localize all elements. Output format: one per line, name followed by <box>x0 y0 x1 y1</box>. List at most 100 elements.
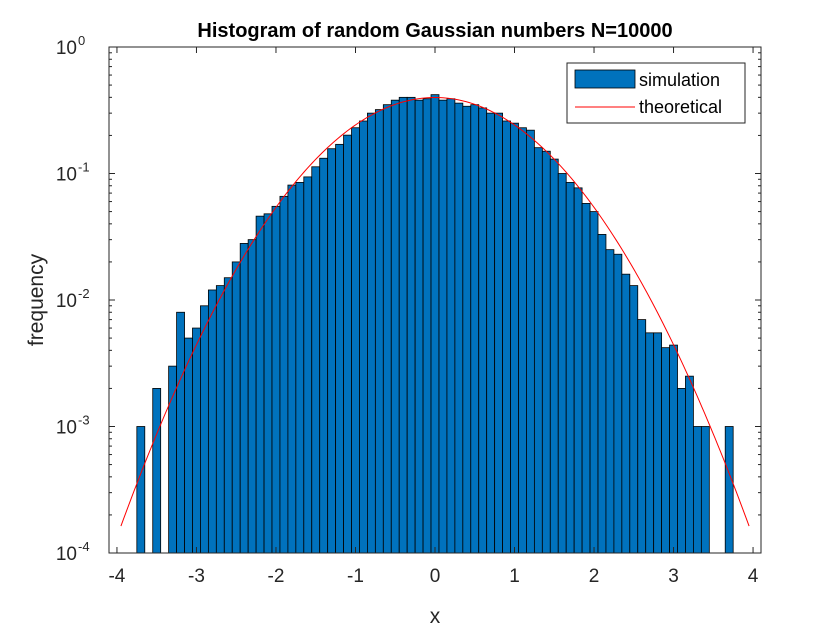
histogram-bar <box>359 120 368 554</box>
histogram-bar <box>422 98 432 554</box>
histogram-bar <box>247 239 257 554</box>
histogram-bar <box>669 344 678 554</box>
y-axis-label: frequency <box>25 253 48 346</box>
histogram-bar <box>645 332 655 554</box>
histogram-bar <box>263 213 273 554</box>
y-tick-label: 10 <box>56 544 77 565</box>
x-tick-label: 4 <box>748 566 759 587</box>
histogram-bar <box>374 109 384 554</box>
y-tick-label: 10 <box>56 38 77 59</box>
histogram-bar <box>271 205 281 554</box>
y-tick-label-exponent: 0 <box>78 33 85 48</box>
histogram-bar <box>351 127 360 554</box>
histogram-bar <box>223 277 233 554</box>
histogram-bar <box>470 104 480 554</box>
x-tick-label: -2 <box>268 566 285 587</box>
histogram-bar <box>176 311 185 554</box>
histogram-bar <box>613 253 623 554</box>
y-tick-label: 10 <box>56 165 77 186</box>
histogram-bar <box>184 337 193 554</box>
histogram-bar <box>335 143 344 554</box>
histogram-bar <box>367 112 376 554</box>
histogram-bar <box>327 148 337 554</box>
x-tick-label: 3 <box>668 566 679 587</box>
histogram-bar <box>629 285 639 554</box>
histogram-bar <box>541 150 551 554</box>
histogram-bar <box>303 176 313 554</box>
histogram-bar <box>589 211 599 554</box>
chart-title: Histogram of random Gaussian numbers N=1… <box>197 20 672 42</box>
histogram-bar <box>136 426 146 554</box>
histogram-bar <box>637 319 647 554</box>
histogram-bar <box>478 107 488 554</box>
histogram-bar <box>406 96 416 554</box>
histogram-bar <box>239 243 249 554</box>
x-tick-label: 2 <box>589 566 600 587</box>
histogram-bar <box>533 147 543 554</box>
histogram-bar <box>502 120 511 554</box>
histogram-bar <box>215 285 225 554</box>
histogram-bar <box>621 273 631 554</box>
histogram-bar <box>207 289 217 554</box>
histogram-bar <box>557 173 567 554</box>
histogram-bar <box>700 426 710 554</box>
x-tick-label: 1 <box>509 566 520 587</box>
histogram-bar <box>565 182 575 554</box>
y-tick-label-exponent: -2 <box>78 286 90 301</box>
histogram-bar <box>279 195 289 554</box>
histogram-bar <box>486 112 496 554</box>
histogram-bar <box>597 234 607 554</box>
histogram-bar <box>192 327 201 554</box>
legend-label-simulation: simulation <box>639 70 720 90</box>
histogram-bar <box>255 215 265 554</box>
y-tick-label-exponent: -1 <box>78 160 90 175</box>
histogram-bar <box>677 388 686 554</box>
x-axis-label: x <box>430 605 441 628</box>
histogram-bar <box>390 99 400 554</box>
histogram-bar <box>518 127 527 554</box>
histogram-bar <box>494 112 503 554</box>
y-tick-label-exponent: -3 <box>78 413 90 428</box>
legend: simulation theoretical <box>566 62 746 124</box>
histogram-bar <box>573 187 583 554</box>
x-tick-label: -1 <box>347 566 364 587</box>
histogram-bar <box>510 122 519 554</box>
x-axis-ticks: -4 -3 -2 -1 0 1 2 3 4 <box>108 47 759 587</box>
histogram-bar <box>693 426 702 554</box>
x-tick-label: -3 <box>188 566 205 587</box>
histogram-bar <box>168 365 177 554</box>
histogram-bar <box>287 184 297 554</box>
histogram-bar <box>581 203 591 554</box>
histogram-bar <box>343 134 352 554</box>
histogram-bar <box>231 261 241 554</box>
histogram-bars <box>136 94 734 554</box>
histogram-bar <box>438 99 448 554</box>
y-tick-label-exponent: -4 <box>78 539 90 554</box>
histogram-bar <box>414 99 424 554</box>
legend-label-theoretical: theoretical <box>639 97 722 117</box>
histogram-bar <box>311 166 321 554</box>
histogram-bar <box>653 332 663 554</box>
histogram-bar <box>319 157 329 554</box>
theoretical-curve <box>120 96 750 527</box>
histogram-bar <box>454 102 464 554</box>
x-tick-label: -4 <box>108 566 125 587</box>
histogram-bar <box>549 158 559 554</box>
histogram-bar <box>382 104 392 554</box>
histogram-bar <box>526 129 535 554</box>
x-tick-label: 0 <box>430 566 441 587</box>
legend-swatch-simulation <box>574 69 636 89</box>
histogram-bar <box>430 94 440 554</box>
histogram-bar <box>605 249 615 554</box>
histogram-bar <box>661 347 670 554</box>
histogram-bar <box>724 426 734 554</box>
histogram-bar <box>446 98 456 554</box>
y-tick-label: 10 <box>56 291 77 312</box>
histogram-bar <box>685 375 694 554</box>
histogram-bar <box>462 105 472 554</box>
histogram-bar <box>200 305 209 554</box>
histogram-bar <box>398 96 408 554</box>
histogram-bar <box>295 182 305 554</box>
